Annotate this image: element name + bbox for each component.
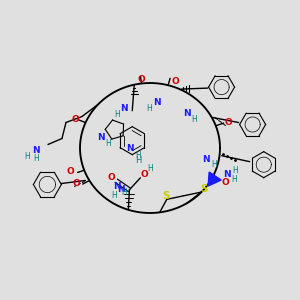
Text: N: N [113,182,121,191]
Text: N: N [126,144,134,153]
Text: H: H [105,139,110,148]
Text: O: O [221,178,229,187]
Text: N: N [183,109,191,118]
Text: H: H [114,110,120,118]
Text: O: O [137,75,145,84]
Text: H: H [148,164,153,173]
Text: N: N [223,169,231,178]
Text: O: O [224,118,232,127]
Text: H: H [135,151,141,160]
Text: O: O [171,77,179,86]
Text: H: H [111,191,117,200]
Text: O: O [66,167,74,176]
Text: H: H [33,154,39,163]
Text: -: - [182,189,186,202]
Text: H: H [231,175,237,184]
Text: O: O [73,179,80,188]
Text: H: H [232,166,238,175]
Text: N: N [153,98,160,106]
Text: O: O [140,170,148,179]
Text: N: N [202,155,210,164]
Text: S: S [162,191,169,201]
Text: O: O [107,173,115,182]
Text: N: N [117,185,125,194]
Text: H: H [24,152,30,161]
Text: H: H [211,160,217,169]
Polygon shape [208,172,221,186]
Text: N: N [97,133,104,142]
Text: O: O [71,115,79,124]
Text: S: S [200,184,208,194]
Text: H: H [191,115,197,124]
Text: H: H [135,156,142,165]
Text: N: N [32,146,40,155]
Text: H: H [121,188,127,197]
Text: H: H [147,103,152,112]
Text: N: N [120,103,128,112]
